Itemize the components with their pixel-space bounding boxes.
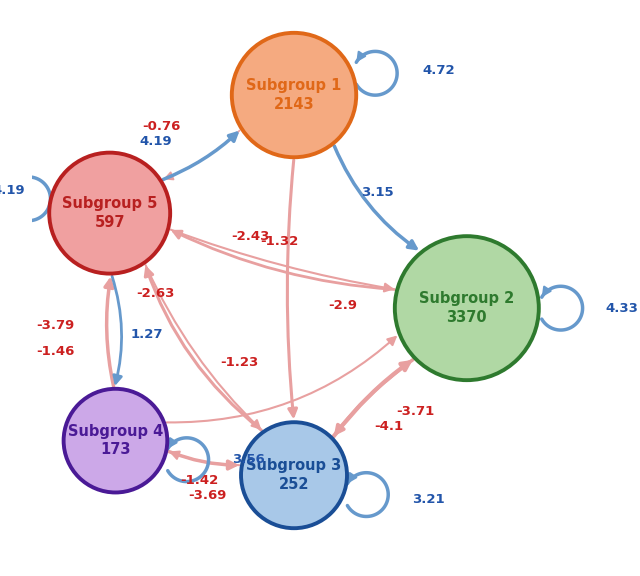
Text: Subgroup 4
173: Subgroup 4 173 [68,424,163,457]
Text: Subgroup 2
3370: Subgroup 2 3370 [419,291,515,325]
Text: -1.23: -1.23 [220,357,259,369]
Text: -1.32: -1.32 [260,236,299,248]
Circle shape [241,422,347,528]
Text: 1.27: 1.27 [131,328,163,340]
Circle shape [49,153,170,274]
Text: -3.69: -3.69 [188,489,227,502]
Text: -2.9: -2.9 [328,299,358,312]
Text: 3.56: 3.56 [232,453,265,466]
Text: 4.19: 4.19 [0,184,25,196]
Circle shape [395,236,539,380]
Circle shape [232,33,356,157]
Text: -1.46: -1.46 [36,345,74,358]
Text: 4.19: 4.19 [140,135,172,147]
Text: -2.63: -2.63 [136,287,175,300]
Text: Subgroup 1
2143: Subgroup 1 2143 [246,78,342,112]
Text: -4.1: -4.1 [374,420,404,433]
Circle shape [63,389,167,492]
Text: -0.76: -0.76 [142,120,180,133]
Text: -2.43: -2.43 [232,230,270,242]
Text: -1.42: -1.42 [180,475,218,487]
Text: Subgroup 3
252: Subgroup 3 252 [246,458,342,492]
Text: Subgroup 5
597: Subgroup 5 597 [62,196,157,230]
Text: 4.72: 4.72 [422,64,455,77]
Text: 4.33: 4.33 [605,302,638,314]
Text: 3.21: 3.21 [412,492,444,506]
Text: 3.15: 3.15 [361,187,394,199]
Text: -3.79: -3.79 [36,319,74,332]
Text: -3.71: -3.71 [396,406,434,418]
